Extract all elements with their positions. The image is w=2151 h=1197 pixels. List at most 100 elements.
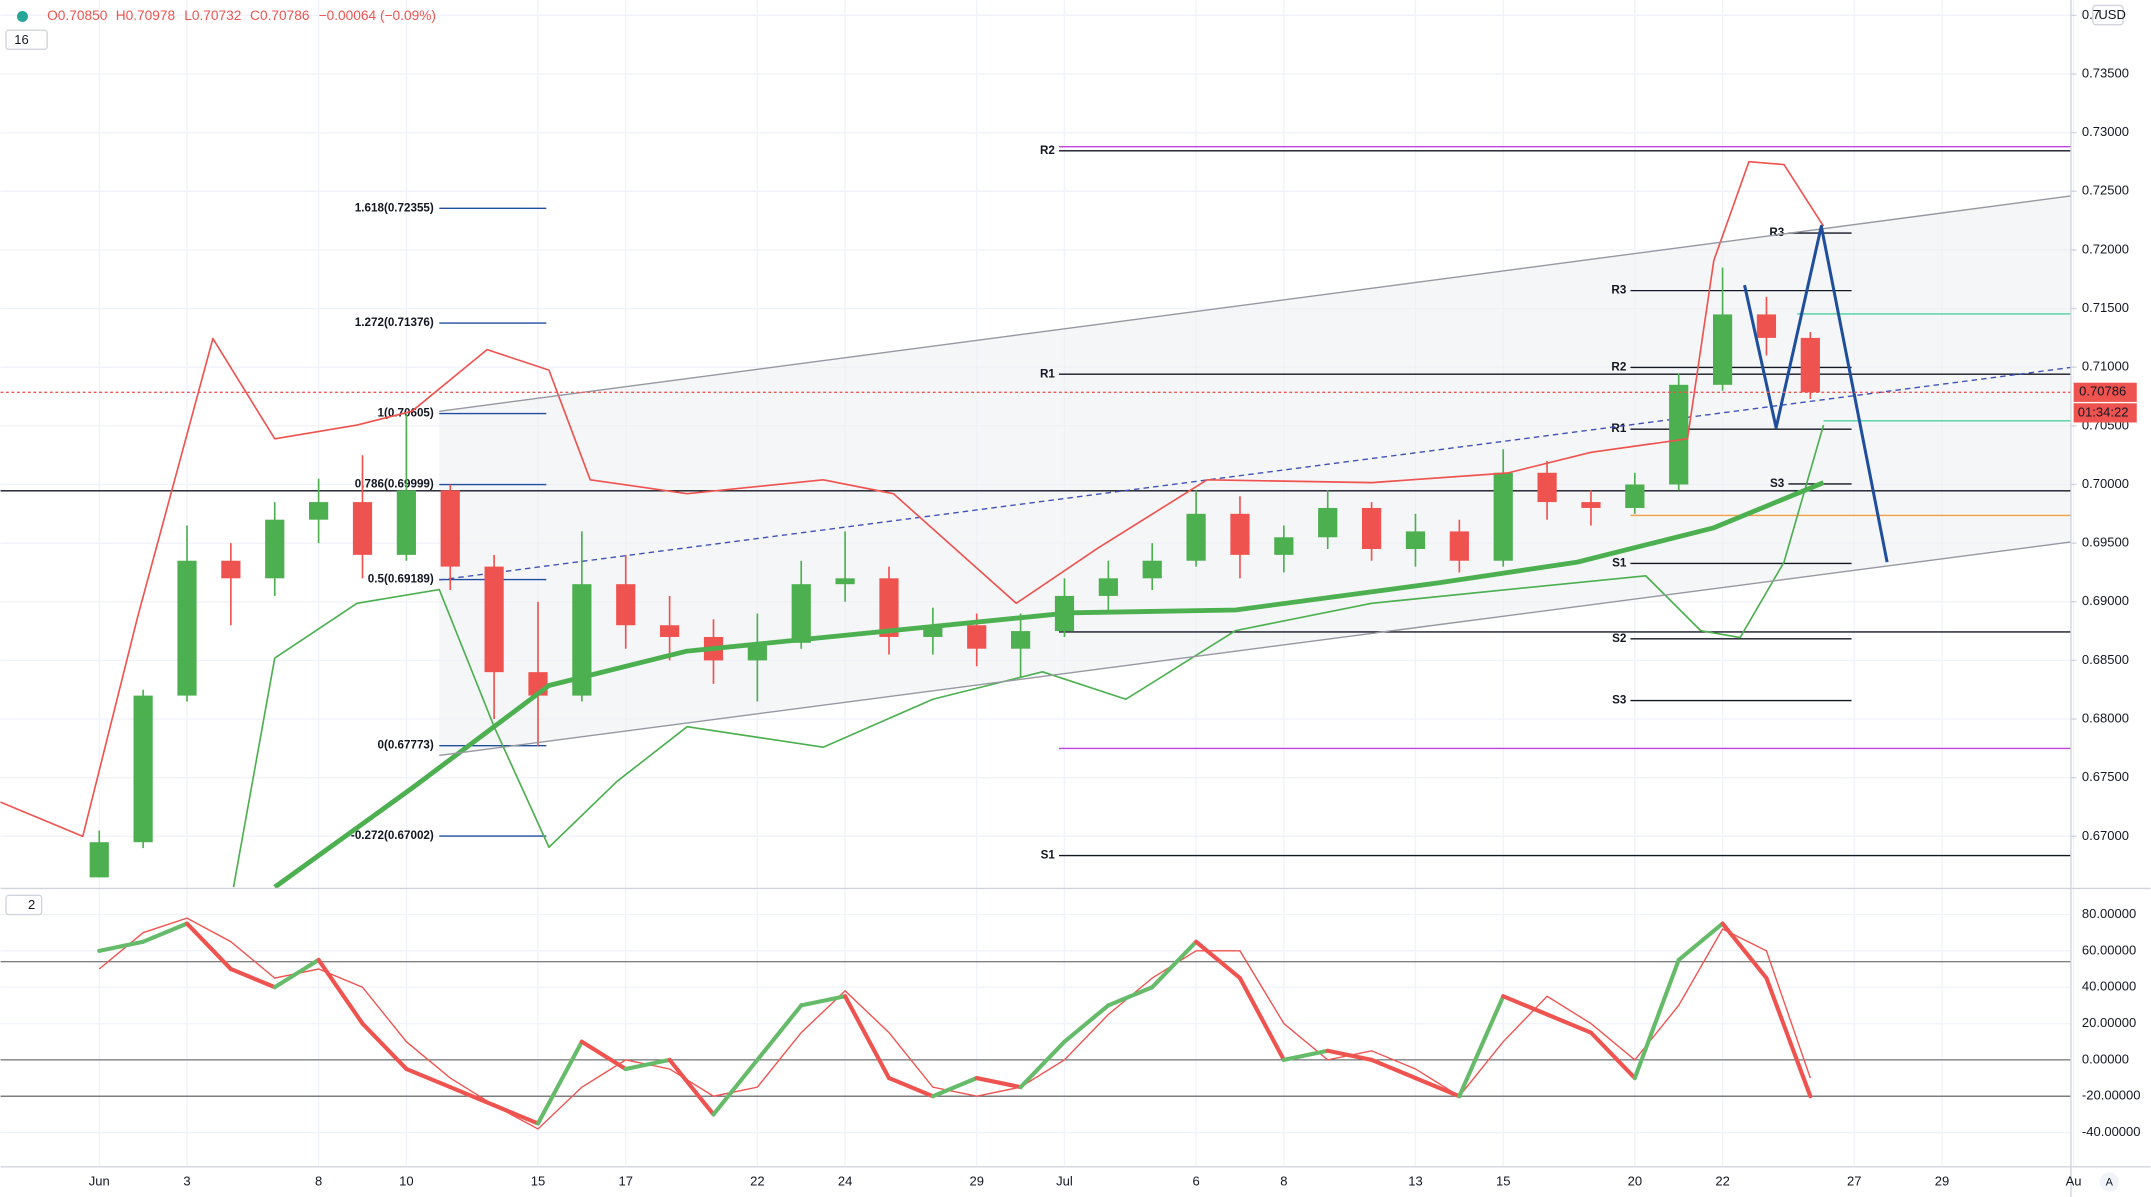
pivot-label: S1: [1041, 849, 1056, 862]
osc-main-segment: [755, 1003, 804, 1062]
osc-main-segment: [141, 921, 190, 944]
pivot-label: R2: [1611, 361, 1626, 374]
timer-tag: [2073, 403, 2137, 423]
y-tick-label: 0.70000: [2082, 476, 2129, 491]
indicator-line: [439, 195, 2072, 412]
osc-main-segment: [711, 1057, 760, 1117]
x-tick-label: 8: [1280, 1173, 1287, 1188]
candle-body: [572, 584, 592, 696]
fib-label: 1.618(0.72355): [355, 201, 434, 214]
x-tick-label: 24: [838, 1173, 852, 1188]
plot-area: R2 R1 S1 R3 R3 R2 R1 S3 S1 S2 S3 1.618(0.72355) 1.27…: [0, 144, 2072, 1130]
x-tick-label: 10: [399, 1173, 413, 1188]
candle-body: [616, 584, 636, 626]
osc-main-segment: [1764, 976, 1813, 1099]
indicator-line: [232, 424, 1825, 888]
candle-body: [1405, 531, 1426, 549]
x-tick-label: 29: [969, 1173, 983, 1188]
fib-label: 0.5(0.69189): [368, 573, 434, 586]
indicator-line: [273, 480, 1825, 890]
osc-main-segment: [360, 1021, 409, 1072]
change-label: −0.00064 (−0.09%): [319, 8, 436, 23]
osc-main-segment: [228, 966, 277, 990]
fib-label: 0.786(0.69999): [355, 478, 434, 491]
candle-body: [1098, 578, 1118, 596]
osc-main-segment: [1325, 1048, 1374, 1062]
candle-body: [484, 566, 504, 673]
pivot-label: S3: [1612, 694, 1627, 707]
osc-tick-label: 20.00000: [2082, 1015, 2136, 1030]
candle-body: [1230, 513, 1250, 555]
osc-main-segment: [1281, 1048, 1330, 1062]
x-tick-label: 15: [531, 1173, 545, 1188]
indicator-count: 16: [14, 32, 28, 47]
osc-main-segment: [272, 957, 321, 990]
high-label: H0.70978: [116, 8, 176, 23]
y-tick-label: 0.72000: [2082, 241, 2129, 256]
osc-main-segment: [623, 1057, 672, 1072]
x-tick-label: 20: [1628, 1173, 1642, 1188]
candle-body: [89, 842, 109, 878]
osc-main-segment: [1150, 939, 1199, 990]
candle-body: [1712, 314, 1733, 385]
channel-fill: [439, 195, 2071, 756]
x-tick-label: 3: [183, 1173, 190, 1188]
x-tick-label: 8: [315, 1173, 322, 1188]
timer-label: 01:34:22: [2078, 404, 2129, 419]
candle-body: [1186, 513, 1206, 561]
osc-main-segment: [404, 1066, 453, 1090]
x-tick-label: 13: [1408, 1173, 1422, 1188]
candle-body: [1449, 531, 1469, 561]
candle-body: [967, 625, 987, 649]
y-tick-label: 0.72500: [2082, 183, 2129, 198]
auto-button[interactable]: [2099, 1172, 2119, 1192]
pivot-label: S3: [1770, 477, 1785, 490]
osc-main-segment: [1545, 1012, 1594, 1035]
osc-toggle[interactable]: [5, 894, 43, 916]
x-tick-label: 22: [750, 1173, 764, 1188]
candle-body: [1625, 484, 1645, 508]
y-tick-label: 0.68500: [2082, 652, 2129, 667]
x-tick-label: 17: [618, 1173, 632, 1188]
indicator-line: [1743, 224, 1889, 563]
close-label: C0.70786: [250, 8, 310, 23]
osc-main-segment: [1413, 1075, 1462, 1099]
candle-body: [1537, 472, 1557, 503]
pivot-label: R3: [1611, 284, 1626, 297]
candle-body: [177, 560, 197, 696]
osc-main-segment: [97, 939, 146, 953]
x-tick-label: 29: [1935, 1173, 1949, 1188]
candle-body: [133, 695, 153, 843]
osc-main-segment: [799, 994, 848, 1008]
pivot-label: R1: [1611, 422, 1626, 435]
candle-body: [835, 578, 855, 585]
osc-main-segment: [974, 1075, 1023, 1090]
indicator-toggle[interactable]: [5, 29, 48, 51]
y-tick-label: 0.69000: [2082, 593, 2129, 608]
fib-label: -0.272(0.67002): [351, 829, 434, 842]
y-tick-label: 0.67000: [2082, 828, 2129, 843]
y-tick-label: 0.7: [2082, 7, 2100, 22]
status-dot[interactable]: [16, 10, 28, 22]
x-tick-label: Jun: [89, 1173, 110, 1188]
candle-body: [1581, 502, 1601, 508]
indicator-line: [0, 160, 1825, 838]
y-tick-label: 0.73500: [2082, 65, 2129, 80]
osc-main-segment: [1632, 957, 1681, 1081]
osc-main-segment: [316, 957, 365, 1026]
osc-main-segment: [930, 1075, 979, 1099]
candle-body: [1011, 631, 1031, 649]
candle-body: [879, 578, 899, 637]
x-tick-label: 27: [1847, 1173, 1861, 1188]
y-tick-label: 0.68000: [2082, 710, 2129, 725]
x-tick-label: Jul: [1056, 1173, 1073, 1188]
currency-button[interactable]: [2092, 4, 2124, 26]
y-tick-label: 0.71500: [2082, 300, 2129, 315]
osc-main-segment: [535, 1039, 584, 1126]
candle-body: [309, 502, 329, 520]
y-tick-label: 0.71000: [2082, 359, 2129, 374]
x-tick-label: 15: [1496, 1173, 1510, 1188]
x-tick-label: 22: [1715, 1173, 1729, 1188]
candle-body: [440, 490, 460, 567]
